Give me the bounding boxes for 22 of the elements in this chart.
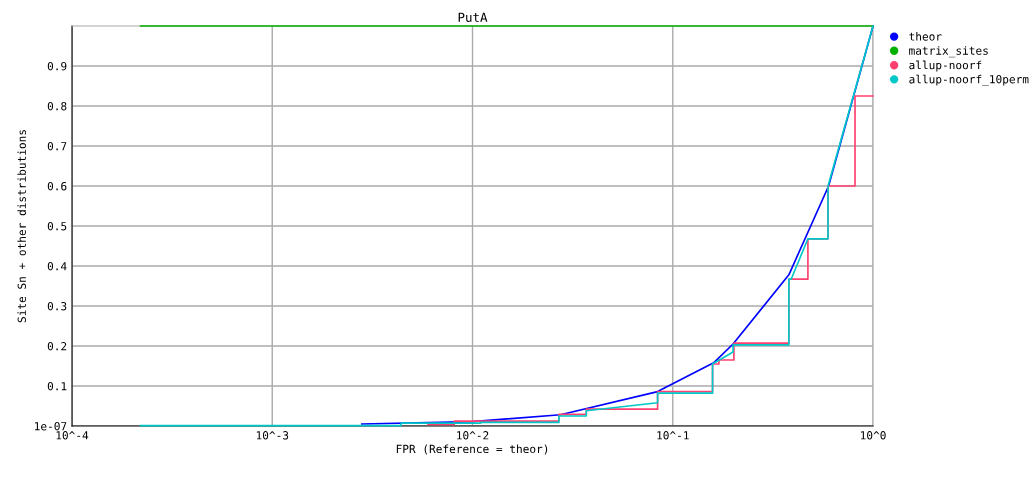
legend-label: allup-noorf bbox=[909, 60, 982, 72]
y-tick-label: 0.7 bbox=[47, 142, 67, 151]
y-tick-label: 0.5 bbox=[47, 222, 67, 231]
y-tick-label: 0.9 bbox=[47, 62, 67, 71]
x-tick-label: 10^-4 bbox=[56, 431, 89, 440]
y-tick-label: 0.8 bbox=[47, 102, 67, 111]
y-tick-label: 0.2 bbox=[47, 342, 67, 351]
y-tick-label: 0.3 bbox=[47, 302, 67, 311]
y-tick-label: 1e-07 bbox=[35, 422, 67, 431]
x-tick-label: 10^-1 bbox=[657, 431, 689, 440]
x-tick-label: 10^-2 bbox=[457, 431, 489, 440]
chart-title: PutA bbox=[458, 12, 488, 23]
x-tick-label: 10^0 bbox=[860, 431, 886, 440]
y-tick-label: 0.6 bbox=[47, 182, 67, 191]
y-tick-label: 0.4 bbox=[47, 262, 67, 271]
legend-label: matrix_sites bbox=[909, 46, 988, 58]
x-tick-label: 10^-3 bbox=[256, 431, 289, 440]
y-tick-label: 0.1 bbox=[47, 382, 67, 391]
legend-label: allup-noorf_10perm bbox=[909, 74, 1029, 86]
x-axis-title: FPR (Reference = theor) bbox=[396, 444, 548, 455]
y-axis-title: Site Sn + other distributions bbox=[17, 130, 26, 323]
legend-label: theor bbox=[909, 32, 942, 41]
